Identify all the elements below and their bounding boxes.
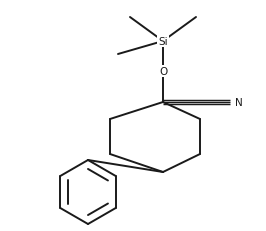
Text: N: N [235, 97, 243, 108]
Text: Si: Si [158, 37, 168, 47]
Text: O: O [159, 67, 167, 77]
